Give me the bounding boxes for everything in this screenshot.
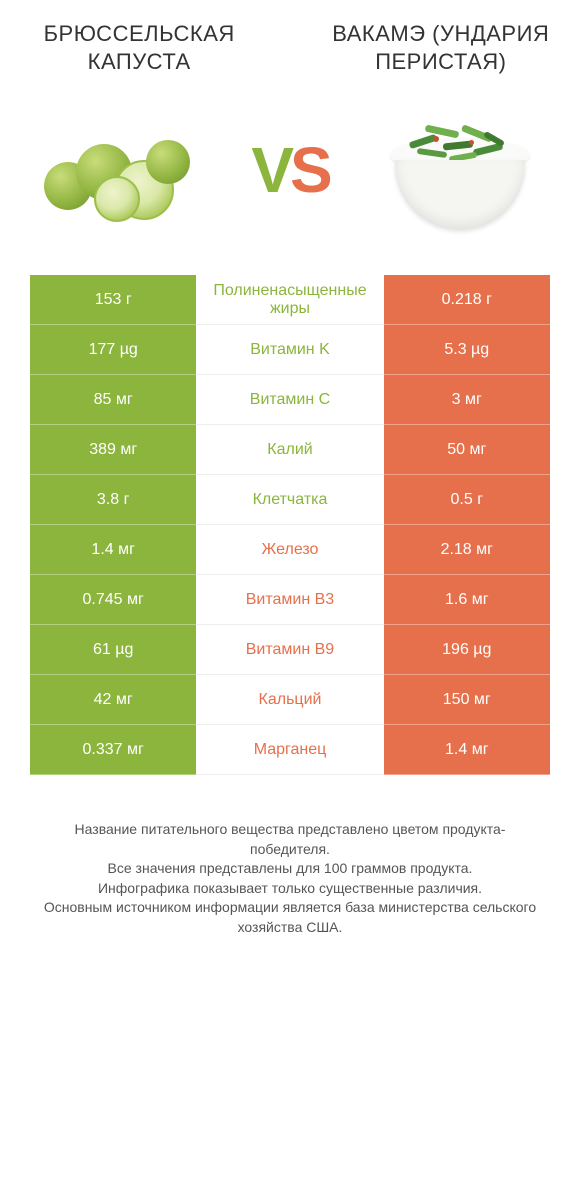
table-row: 389 мгКалий50 мг [30, 425, 550, 475]
value-left: 0.745 мг [30, 575, 196, 625]
footer-line-3: Инфографика показывает только существенн… [40, 879, 540, 899]
nutrient-label: Клетчатка [196, 475, 383, 525]
footer-notes: Название питательного вещества представл… [30, 820, 550, 958]
table-row: 0.745 мгВитамин B31.6 мг [30, 575, 550, 625]
nutrient-label: Полиненасыщенные жиры [196, 275, 383, 325]
value-left: 42 мг [30, 675, 196, 725]
value-right: 2.18 мг [384, 525, 550, 575]
value-left: 0.337 мг [30, 725, 196, 775]
table-row: 153 гПолиненасыщенные жиры0.218 г [30, 275, 550, 325]
vs-s: S [290, 133, 329, 207]
footer-line-4: Основным источником информации является … [40, 898, 540, 937]
nutrient-label: Железо [196, 525, 383, 575]
value-right: 0.218 г [384, 275, 550, 325]
value-left: 389 мг [30, 425, 196, 475]
value-left: 177 µg [30, 325, 196, 375]
nutrient-label: Витамин B9 [196, 625, 383, 675]
value-right: 3 мг [384, 375, 550, 425]
table-row: 3.8 гКлетчатка0.5 г [30, 475, 550, 525]
value-right: 1.4 мг [384, 725, 550, 775]
value-left: 85 мг [30, 375, 196, 425]
comparison-table: 153 гПолиненасыщенные жиры0.218 г177 µgВ… [30, 275, 550, 775]
value-left: 61 µg [30, 625, 196, 675]
value-right: 1.6 мг [384, 575, 550, 625]
table-row: 61 µgВитамин B9196 µg [30, 625, 550, 675]
images-row: VS [30, 105, 550, 235]
value-left: 3.8 г [30, 475, 196, 525]
nutrient-label: Калий [196, 425, 383, 475]
infographic-container: БРЮССЕЛЬСКАЯ КАПУСТА ВАКАМЭ (УНДАРИЯ ПЕР… [0, 0, 580, 1204]
vs-label: VS [251, 133, 328, 207]
table-row: 0.337 мгМарганец1.4 мг [30, 725, 550, 775]
wakame-image [380, 105, 540, 235]
table-row: 1.4 мгЖелезо2.18 мг [30, 525, 550, 575]
value-right: 50 мг [384, 425, 550, 475]
nutrient-label: Марганец [196, 725, 383, 775]
table-row: 85 мгВитамин C3 мг [30, 375, 550, 425]
table-row: 177 µgВитамин K5.3 µg [30, 325, 550, 375]
nutrient-label: Витамин K [196, 325, 383, 375]
footer-line-2: Все значения представлены для 100 граммо… [40, 859, 540, 879]
value-right: 150 мг [384, 675, 550, 725]
value-right: 196 µg [384, 625, 550, 675]
table-row: 42 мгКальций150 мг [30, 675, 550, 725]
title-left: БРЮССЕЛЬСКАЯ КАПУСТА [30, 20, 248, 75]
value-right: 0.5 г [384, 475, 550, 525]
brussels-sprouts-image [40, 105, 200, 235]
footer-line-1: Название питательного вещества представл… [40, 820, 540, 859]
value-left: 153 г [30, 275, 196, 325]
value-right: 5.3 µg [384, 325, 550, 375]
nutrient-label: Витамин B3 [196, 575, 383, 625]
titles-row: БРЮССЕЛЬСКАЯ КАПУСТА ВАКАМЭ (УНДАРИЯ ПЕР… [30, 20, 550, 75]
title-right: ВАКАМЭ (УНДАРИЯ ПЕРИСТАЯ) [332, 20, 550, 75]
vs-v: V [251, 133, 290, 207]
nutrient-label: Кальций [196, 675, 383, 725]
nutrient-label: Витамин C [196, 375, 383, 425]
value-left: 1.4 мг [30, 525, 196, 575]
